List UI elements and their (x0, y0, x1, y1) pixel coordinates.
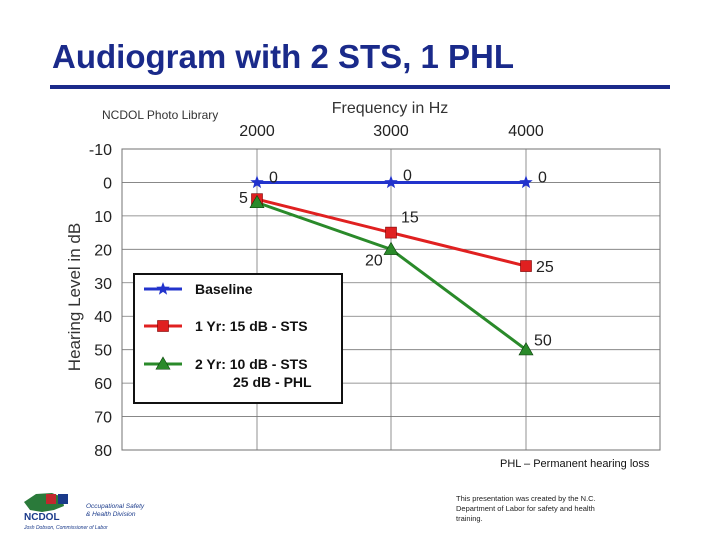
data-label: 0 (403, 167, 412, 184)
y-tick-label: 50 (94, 343, 112, 360)
ncdol-logo: NCDOL Occupational Safety & Health Divis… (23, 493, 145, 531)
data-label: 25 (536, 259, 554, 276)
star-marker (156, 282, 170, 295)
legend-label: Baseline (195, 281, 253, 297)
logo-tagline-2: & Health Division (86, 511, 136, 518)
legend-label-line2: 25 dB - PHL (233, 374, 312, 390)
y-tick-label: 80 (94, 443, 112, 460)
disclaimer: This presentation was created by the N.C… (456, 494, 596, 523)
y-axis-label: Hearing Level in dB (65, 223, 84, 371)
square-marker (157, 320, 169, 332)
x-tick-label: 4000 (508, 123, 544, 140)
legend-box (133, 273, 343, 404)
y-tick-labels: -10 0 10 20 30 40 50 60 70 80 (89, 142, 112, 460)
y-tick-label: -10 (89, 142, 112, 159)
legend-label: 1 Yr: 15 dB - STS (195, 318, 308, 334)
square-marker (385, 226, 397, 239)
logo-commissioner: Josh Dobson, Commissioner of Labor (23, 525, 108, 531)
chart-title: Frequency in Hz (332, 100, 449, 117)
x-tick-label: 3000 (373, 123, 409, 140)
triangle-marker (518, 342, 534, 356)
triangle-marker (155, 356, 171, 370)
y-tick-label: 60 (94, 376, 112, 393)
x-tick-label: 2000 (239, 123, 275, 140)
data-label: 15 (401, 210, 419, 227)
title-rule (50, 85, 670, 89)
triangle-marker (383, 241, 399, 255)
footnote: PHL – Permanent hearing loss (500, 458, 650, 470)
square-marker (520, 260, 532, 272)
data-label: 5 (239, 190, 248, 207)
star-marker (250, 175, 264, 189)
y-tick-label: 40 (94, 309, 112, 326)
y-tick-label: 10 (94, 209, 112, 226)
star-marker (384, 175, 398, 189)
y-tick-label: 70 (94, 410, 112, 427)
star-marker (519, 175, 533, 189)
logo-acronym: NCDOL (24, 512, 60, 523)
logo-tagline-1: Occupational Safety (86, 503, 145, 510)
data-label: 20 (365, 252, 383, 269)
slide-title: Audiogram with 2 STS, 1 PHL (52, 38, 515, 75)
y-tick-label: 20 (94, 242, 112, 259)
logo-badge-blue (58, 494, 68, 504)
data-label: 50 (534, 333, 552, 350)
data-label: 0 (269, 169, 278, 186)
logo-badge-red (46, 494, 56, 504)
y-tick-label: 30 (94, 276, 112, 293)
legend-label: 2 Yr: 10 dB - STS (195, 356, 308, 372)
data-label: 0 (538, 169, 547, 186)
legend: Baseline 1 Yr: 15 dB - STS 2 Yr: 10 dB - S… (133, 273, 343, 404)
x-tick-labels: 2000 3000 4000 (239, 123, 544, 140)
y-tick-label: 0 (103, 175, 112, 192)
photo-credit: NCDOL Photo Library (102, 108, 219, 122)
triangle-marker (249, 194, 265, 209)
series-layer: 0 0 0 5 15 25 20 50 (239, 167, 554, 356)
